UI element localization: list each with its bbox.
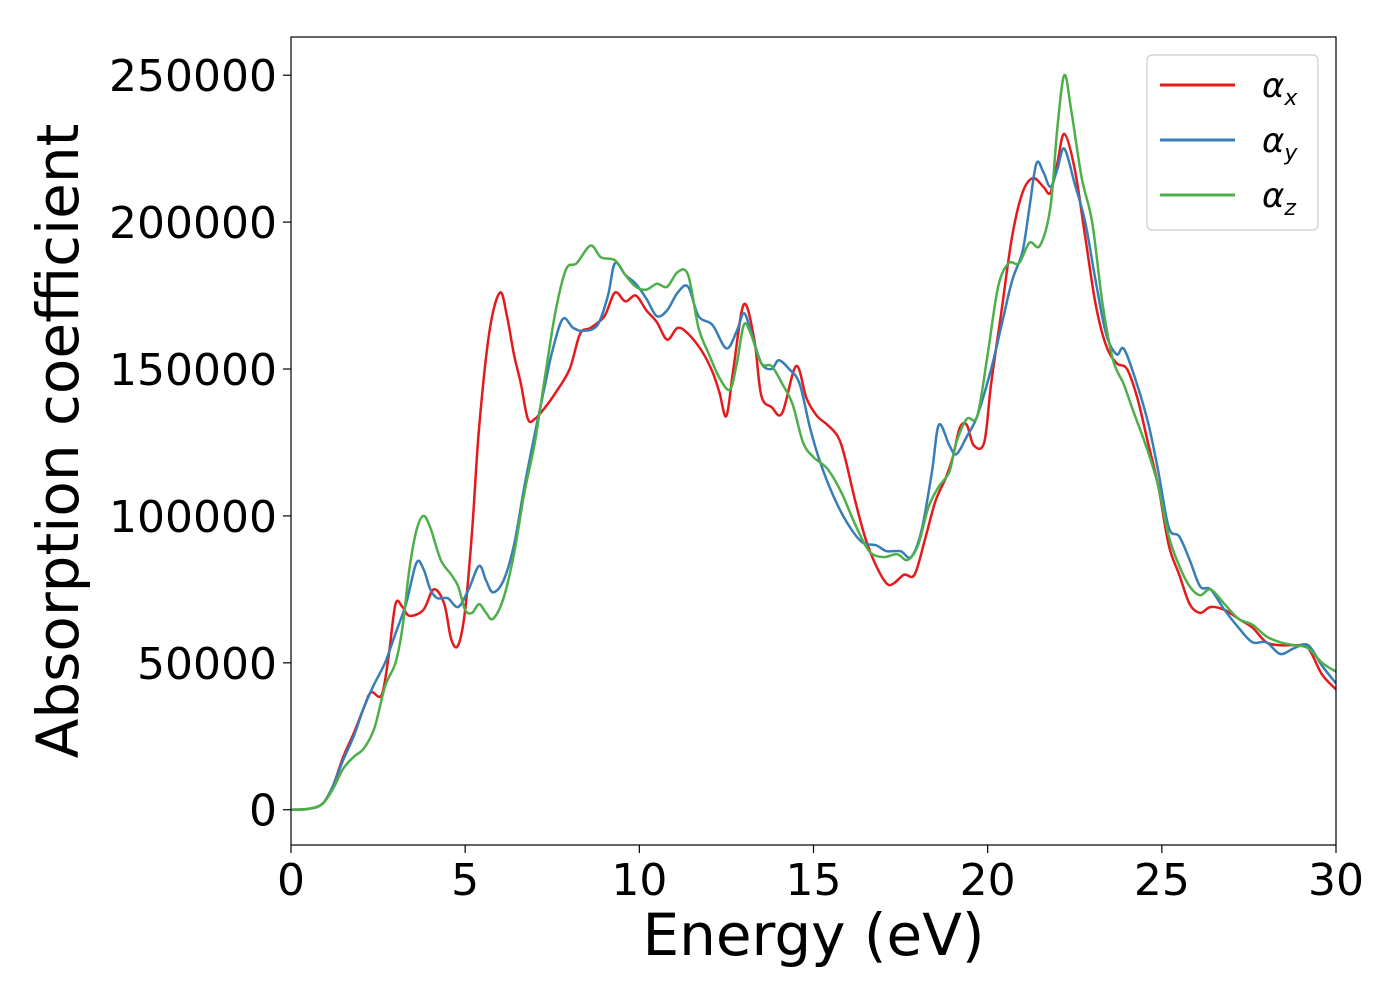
series-line-y xyxy=(291,147,1336,811)
x-tick-label: 25 xyxy=(1134,855,1190,906)
y-tick-label: 150000 xyxy=(109,345,277,396)
x-tick-label: 10 xyxy=(611,855,667,906)
x-tick-label: 5 xyxy=(451,855,479,906)
legend-label-x: αx xyxy=(1262,66,1298,111)
x-tick-label: 0 xyxy=(277,855,305,906)
legend: αx αy αz xyxy=(1146,54,1319,231)
x-tick-label: 15 xyxy=(786,855,842,906)
legend-label-y: αy xyxy=(1262,121,1298,166)
y-axis: 0 50000 100000 150000 200000 250000 xyxy=(109,51,291,837)
legend-label-z: αz xyxy=(1262,176,1296,221)
y-axis-label: Absorption coefficient xyxy=(24,124,92,759)
x-axis-label: Energy (eV) xyxy=(642,901,984,969)
legend-box xyxy=(1146,54,1319,231)
y-tick-label: 0 xyxy=(249,786,277,837)
plot-area xyxy=(291,73,1336,811)
y-tick-label: 100000 xyxy=(109,492,277,543)
series-line-z xyxy=(291,73,1336,811)
x-axis: 0 5 10 15 20 25 30 xyxy=(277,845,1364,906)
series-line-x xyxy=(291,132,1336,811)
x-tick-label: 30 xyxy=(1308,855,1364,906)
y-tick-label: 200000 xyxy=(109,198,277,249)
y-tick-label: 250000 xyxy=(109,51,277,102)
y-tick-label: 50000 xyxy=(137,639,277,690)
x-tick-label: 20 xyxy=(960,855,1016,906)
